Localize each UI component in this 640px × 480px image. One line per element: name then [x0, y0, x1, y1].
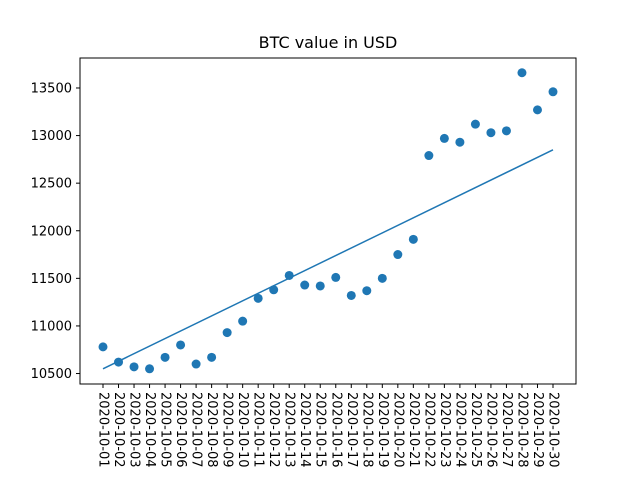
points-layer — [98, 68, 558, 374]
x-tick-label: 2020-10-18 — [359, 392, 374, 468]
data-point — [114, 357, 124, 367]
data-point — [439, 133, 449, 143]
data-point — [176, 340, 186, 350]
x-tick-label: 2020-10-10 — [235, 392, 250, 468]
data-point — [129, 362, 139, 372]
x-tick-label: 2020-10-05 — [158, 392, 173, 468]
data-point — [393, 250, 403, 260]
data-point — [532, 105, 542, 115]
y-axis: 10500 11000 11500 12000 12500 13000 13500 — [31, 81, 80, 382]
data-point — [300, 280, 310, 290]
y-tick-label: 13000 — [31, 129, 72, 144]
data-point — [346, 290, 356, 300]
y-tick-label: 10500 — [31, 367, 72, 382]
data-point — [331, 272, 341, 282]
y-tick-label: 13500 — [31, 81, 72, 96]
x-tick-label: 2020-10-06 — [173, 392, 188, 468]
data-point — [160, 352, 170, 362]
data-point — [470, 119, 480, 129]
x-tick-label: 2020-10-12 — [266, 392, 281, 468]
x-tick-label: 2020-10-14 — [297, 392, 312, 468]
x-tick-label: 2020-10-02 — [111, 392, 126, 468]
data-point — [145, 364, 155, 374]
data-point — [238, 316, 248, 326]
x-tick-label: 2020-10-17 — [344, 392, 359, 468]
data-point — [377, 273, 387, 283]
trend-line — [102, 149, 554, 370]
y-tick-label: 11500 — [31, 272, 72, 287]
x-axis: 2020-10-01 2020-10-02 2020-10-03 2020-10-04… — [96, 384, 561, 468]
x-tick-label: 2020-10-04 — [142, 392, 157, 468]
data-point — [207, 352, 217, 362]
data-point — [253, 293, 263, 303]
x-tick-label: 2020-10-08 — [204, 392, 219, 468]
x-tick-label: 2020-10-27 — [499, 392, 514, 468]
data-point — [408, 234, 418, 244]
x-tick-label: 2020-10-22 — [421, 392, 436, 468]
data-point — [191, 359, 201, 369]
x-tick-label: 2020-10-16 — [328, 392, 343, 468]
x-tick-label: 2020-10-09 — [220, 392, 235, 468]
x-tick-label: 2020-10-25 — [468, 392, 483, 468]
plot-frame — [79, 57, 577, 385]
data-point — [424, 151, 434, 161]
x-tick-label: 2020-10-23 — [437, 392, 452, 468]
data-point — [222, 328, 232, 338]
x-tick-label: 2020-10-21 — [406, 392, 421, 468]
data-point — [315, 281, 325, 291]
data-point — [548, 87, 558, 97]
x-tick-label: 2020-10-07 — [189, 392, 204, 468]
y-tick-label: 12500 — [31, 177, 72, 192]
x-tick-label: 2020-10-13 — [282, 392, 297, 468]
x-tick-label: 2020-10-15 — [313, 392, 328, 468]
data-point — [284, 270, 294, 280]
chart-title: BTC value in USD — [259, 33, 398, 52]
data-point — [455, 137, 465, 147]
data-point — [501, 126, 511, 136]
x-tick-label: 2020-10-29 — [530, 392, 545, 468]
x-tick-label: 2020-10-11 — [251, 392, 266, 468]
x-tick-label: 2020-10-26 — [483, 392, 498, 468]
data-point — [486, 128, 496, 138]
x-tick-label: 2020-10-30 — [546, 392, 561, 468]
data-point — [517, 68, 527, 78]
x-tick-label: 2020-10-20 — [390, 392, 405, 468]
x-tick-label: 2020-10-19 — [375, 392, 390, 468]
x-tick-label: 2020-10-28 — [514, 392, 529, 468]
y-tick-label: 11000 — [31, 319, 72, 334]
data-point — [362, 286, 372, 296]
y-tick-label: 12000 — [31, 224, 72, 239]
x-tick-label: 2020-10-03 — [127, 392, 142, 468]
trend-layer — [102, 149, 554, 370]
x-tick-label: 2020-10-01 — [96, 392, 111, 468]
data-point — [269, 285, 279, 295]
x-tick-label: 2020-10-24 — [452, 392, 467, 468]
data-point — [98, 342, 108, 352]
